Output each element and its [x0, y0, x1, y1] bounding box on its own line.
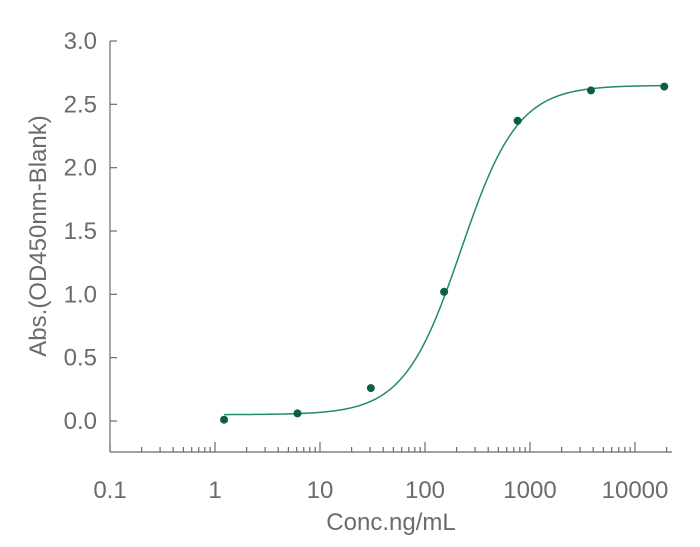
x-axis-ticks: 0.1 1 10 100 1000 10000: [93, 442, 668, 504]
y-tick-label: 0.0: [64, 408, 97, 435]
x-tick-label: 0.1: [93, 477, 126, 504]
y-tick-label: 1.5: [64, 218, 97, 245]
x-tick-label: 10: [307, 477, 334, 504]
y-tick-label: 0.5: [64, 345, 97, 372]
data-points: [220, 82, 669, 424]
y-tick-label: 3.0: [64, 28, 97, 55]
data-point: [660, 82, 669, 91]
y-axis-title: Abs.(OD450nm-Blank): [25, 115, 52, 356]
x-tick-label: 10000: [602, 477, 669, 504]
y-tick-label: 1.0: [64, 281, 97, 308]
x-tick-label: 1000: [503, 477, 556, 504]
data-point: [366, 384, 375, 393]
data-point: [586, 86, 595, 95]
data-point: [293, 409, 302, 418]
data-point: [220, 415, 229, 424]
y-axis-ticks: 0.0 0.5 1.0 1.5 2.0 2.5 3.0: [64, 28, 117, 435]
x-axis-title: Conc.ng/mL: [326, 509, 455, 536]
y-tick-label: 2.0: [64, 155, 97, 182]
x-tick-label: 100: [405, 477, 445, 504]
x-tick-label: 1: [208, 477, 221, 504]
data-point: [513, 116, 522, 125]
data-point: [440, 287, 449, 296]
fit-curve: [224, 84, 665, 416]
y-tick-label: 2.5: [64, 91, 97, 118]
